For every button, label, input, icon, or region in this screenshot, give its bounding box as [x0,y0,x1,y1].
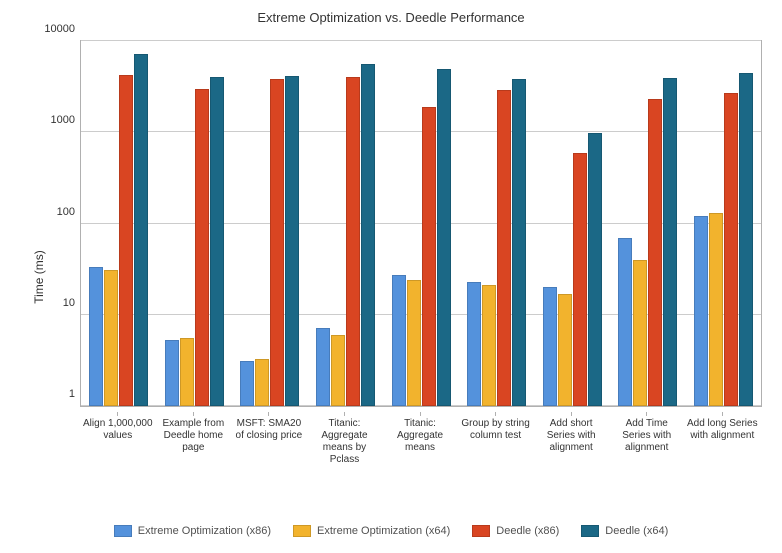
y-tick-label: 10000 [44,23,81,35]
bar [89,267,103,406]
bar [618,238,632,406]
bar [482,285,496,406]
bar [663,78,677,406]
x-axis-label-text: Titanic: Aggregate means [384,418,456,454]
chart-container: Extreme Optimization vs. Deedle Performa… [0,0,782,553]
chart-title: Extreme Optimization vs. Deedle Performa… [0,10,782,25]
bar [694,216,708,406]
bar [240,361,254,406]
bar [467,282,481,406]
y-tick-label: 10 [63,297,81,309]
bars-region [81,41,761,406]
bar [361,64,375,406]
bar [104,270,118,406]
bar [255,359,269,406]
bar [119,75,133,406]
legend-label: Extreme Optimization (x86) [138,525,271,537]
bar [422,107,436,406]
category-group [383,41,459,406]
bar [134,54,148,406]
legend-item: Extreme Optimization (x86) [114,525,271,537]
legend-swatch [293,525,311,537]
legend-swatch [114,525,132,537]
x-axis-label: Titanic: Aggregate means by Pclass [307,408,383,466]
x-tick-mark [117,412,118,416]
legend-item: Deedle (x64) [581,525,668,537]
legend-label: Extreme Optimization (x64) [317,525,450,537]
x-axis-label: Group by string column test [458,408,534,466]
bar [316,328,330,406]
legend-swatch [472,525,490,537]
x-tick-mark [646,412,647,416]
bar [346,77,360,406]
bar [633,260,647,406]
legend-label: Deedle (x86) [496,525,559,537]
category-group [610,41,686,406]
x-axis-label: Add short Series with alignment [533,408,609,466]
x-tick-mark [420,412,421,416]
x-tick-mark [722,412,723,416]
bar [512,79,526,406]
bar [558,294,572,406]
x-axis-label-text: Group by string column test [460,418,532,442]
x-axis-label-text: Add Time Series with alignment [611,418,683,454]
bar [437,69,451,406]
x-axis-label: Titanic: Aggregate means [382,408,458,466]
x-axis-label: Add Time Series with alignment [609,408,685,466]
x-axis-labels: Align 1,000,000 valuesExample from Deedl… [80,408,760,466]
plot-area: 110100100010000 [80,40,762,407]
category-group [308,41,384,406]
legend-swatch [581,525,599,537]
x-tick-mark [268,412,269,416]
category-group [534,41,610,406]
category-group [459,41,535,406]
category-group [232,41,308,406]
bar [195,89,209,406]
y-tick-label: 100 [57,206,81,218]
legend-item: Deedle (x86) [472,525,559,537]
x-axis-label-text: Add long Series with alignment [687,418,759,442]
bar [331,335,345,406]
bar [648,99,662,406]
bar [392,275,406,406]
bar [724,93,738,406]
bar [588,133,602,406]
legend: Extreme Optimization (x86) Extreme Optimi… [0,525,782,537]
y-axis-label: Time (ms) [32,250,46,304]
y-tick-label: 1000 [51,114,81,126]
x-axis-label: MSFT: SMA20 of closing price [231,408,307,466]
x-tick-mark [495,412,496,416]
bar [739,73,753,406]
x-axis-label-text: Example from Deedle home page [158,418,230,454]
bar [573,153,587,407]
x-axis-label-text: Titanic: Aggregate means by Pclass [309,418,381,466]
bar [165,340,179,406]
category-group [686,41,762,406]
category-group [157,41,233,406]
bar [497,90,511,406]
bar [407,280,421,406]
bar [543,287,557,406]
x-axis-label: Example from Deedle home page [156,408,232,466]
legend-label: Deedle (x64) [605,525,668,537]
bar [180,338,194,406]
legend-item: Extreme Optimization (x64) [293,525,450,537]
bar [210,77,224,406]
x-axis-label-text: Align 1,000,000 values [82,418,154,442]
x-tick-mark [193,412,194,416]
bar [709,213,723,406]
y-tick-label: 1 [69,388,81,400]
bar [285,76,299,406]
x-tick-mark [344,412,345,416]
x-tick-mark [571,412,572,416]
x-axis-label-text: MSFT: SMA20 of closing price [233,418,305,442]
category-group [81,41,157,406]
x-axis-label: Align 1,000,000 values [80,408,156,466]
bar [270,79,284,406]
x-axis-label-text: Add short Series with alignment [535,418,607,454]
x-axis-label: Add long Series with alignment [685,408,761,466]
